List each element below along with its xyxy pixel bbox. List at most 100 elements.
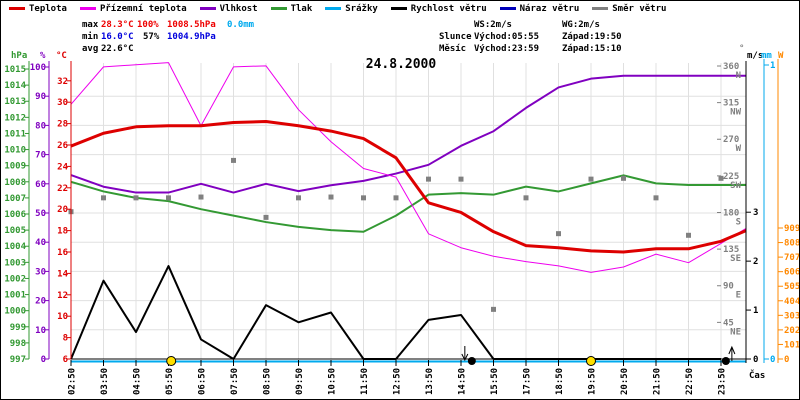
wind-direction-point [263, 214, 269, 220]
wind-direction-point [653, 195, 659, 201]
stat-max-humidity: 100% [137, 20, 159, 30]
pressure-tick-label: 1015 [4, 65, 26, 75]
time-label: 04:50 [133, 368, 143, 395]
wind-direction-point [328, 194, 334, 200]
pressure-tick-label: 1010 [4, 146, 26, 156]
legend-swatch [499, 7, 516, 10]
stat-min-temp: 16.0°C [101, 32, 134, 42]
wind-direction-point [718, 175, 724, 181]
moonset-marker [467, 357, 476, 365]
rain-axis-title: mm [761, 51, 772, 61]
moonrise-arrowhead [728, 345, 736, 355]
temperature-tick-label: 16 [57, 248, 68, 258]
humidity-tick-label: 90 [35, 92, 46, 102]
wind-direction-point [491, 306, 496, 312]
legend-item-6: Náraz větru [499, 4, 579, 14]
stat-avg-temp: 22.6°C [101, 44, 134, 54]
legend-item-5: Rychlost větru [390, 4, 487, 14]
radiation-tick-label: 808 [784, 239, 800, 249]
radiation-tick-label: 707 [784, 253, 800, 263]
legend-label: Rychlost větru [410, 4, 487, 14]
time-label: 23:50 [718, 368, 728, 395]
time-label: 21:50 [653, 368, 663, 395]
wind-axis-title: m/s [747, 51, 763, 61]
legend-swatch [592, 7, 609, 10]
wind-tick-label: 3 [753, 208, 758, 218]
legend-item-7: Směr větru [592, 4, 666, 14]
time-label: 18:50 [555, 368, 565, 395]
temperature-tick-label: 20 [57, 205, 68, 215]
time-label: 07:50 [230, 368, 240, 395]
radiation-tick-label: 202 [784, 326, 800, 336]
temperature-tick-label: 24 [57, 162, 68, 172]
legend-label: Tlak [290, 4, 313, 14]
chart-title: 24.8.2000 [366, 57, 437, 72]
pressure-tick-label: 1004 [4, 242, 26, 252]
temperature-tick-label: 8 [63, 334, 68, 344]
stat-sun-label: Slunce [439, 32, 472, 42]
temperature-tick-label: 22 [57, 184, 68, 194]
stat-moon-label: Měsíc [439, 44, 467, 54]
direction-tick-label: 360 [723, 62, 739, 72]
legend-swatch [390, 7, 407, 10]
pressure-tick-label: 1002 [4, 274, 26, 284]
legend-swatch [325, 7, 342, 10]
direction-tick-label: 135 [723, 245, 739, 255]
legend-swatch [79, 7, 96, 10]
rain-tick-label: 0 [770, 355, 775, 365]
humidity-tick-label: 40 [35, 238, 46, 248]
stat-max-temp: 28.3°C [101, 20, 134, 30]
time-label: 13:50 [425, 368, 435, 395]
pressure-tick-label: 1007 [4, 194, 26, 204]
temperature-line [70, 119, 747, 254]
stat-moonset: Západ:15:10 [562, 44, 622, 54]
direction-compass-label: NE [730, 327, 741, 337]
humidity-tick-label: 50 [35, 209, 46, 219]
stat-max-pressure: 1008.5hPa [167, 20, 216, 30]
rain-tick-label: 1 [770, 61, 775, 71]
wind-tick-label: 1 [753, 306, 758, 316]
humidity-tick-label: 0 [41, 355, 46, 365]
stat-avg-label: avg [82, 44, 99, 54]
stat-max-rain: 0.0mm [227, 20, 255, 30]
wind-direction-point [426, 176, 431, 182]
wind-direction-point [588, 176, 594, 182]
ground-temperature-line [70, 62, 747, 273]
direction-compass-label: SW [730, 181, 741, 191]
temperature-axis-title: °C [56, 51, 67, 61]
pressure-tick-label: 997 [10, 355, 26, 365]
legend-swatch [9, 7, 25, 10]
humidity-tick-label: 30 [35, 267, 46, 277]
wind-direction-point [393, 195, 399, 201]
radiation-tick-label: 404 [784, 297, 800, 307]
temperature-tick-label: 28 [57, 120, 68, 130]
radiation-tick-label: 505 [784, 282, 800, 292]
pressure-tick-label: 1012 [4, 113, 26, 123]
humidity-tick-label: 70 [35, 151, 46, 161]
wind-tick-label: 0 [753, 355, 758, 365]
sunset-marker [586, 356, 596, 366]
wind-direction-point [621, 175, 626, 181]
wind-direction-point [231, 157, 236, 163]
legend-swatch [199, 7, 216, 10]
legend-label: Směr větru [612, 4, 667, 14]
stat-moonrise: Východ:23:59 [474, 44, 540, 54]
humidity-tick-label: 10 [35, 326, 46, 336]
direction-compass-label: SE [730, 254, 741, 264]
humidity-tick-label: 80 [35, 121, 46, 131]
direction-tick-label: 225 [723, 172, 739, 182]
legend-item-0: Teplota [9, 4, 67, 14]
stat-min-pressure: 1004.9hPa [167, 32, 216, 42]
direction-compass-label: NW [730, 108, 741, 118]
pressure-tick-label: 999 [10, 323, 26, 333]
direction-compass-label: S [736, 217, 741, 227]
radiation-tick-label: 303 [784, 311, 800, 321]
wind-direction-point [296, 195, 301, 201]
temperature-tick-label: 26 [57, 141, 68, 151]
time-label: 09:50 [295, 368, 305, 395]
temperature-tick-label: 32 [57, 77, 68, 87]
pressure-tick-label: 1005 [4, 226, 26, 236]
pressure-axis-title: hPa [11, 51, 27, 61]
direction-tick-label: 315 [723, 99, 739, 109]
